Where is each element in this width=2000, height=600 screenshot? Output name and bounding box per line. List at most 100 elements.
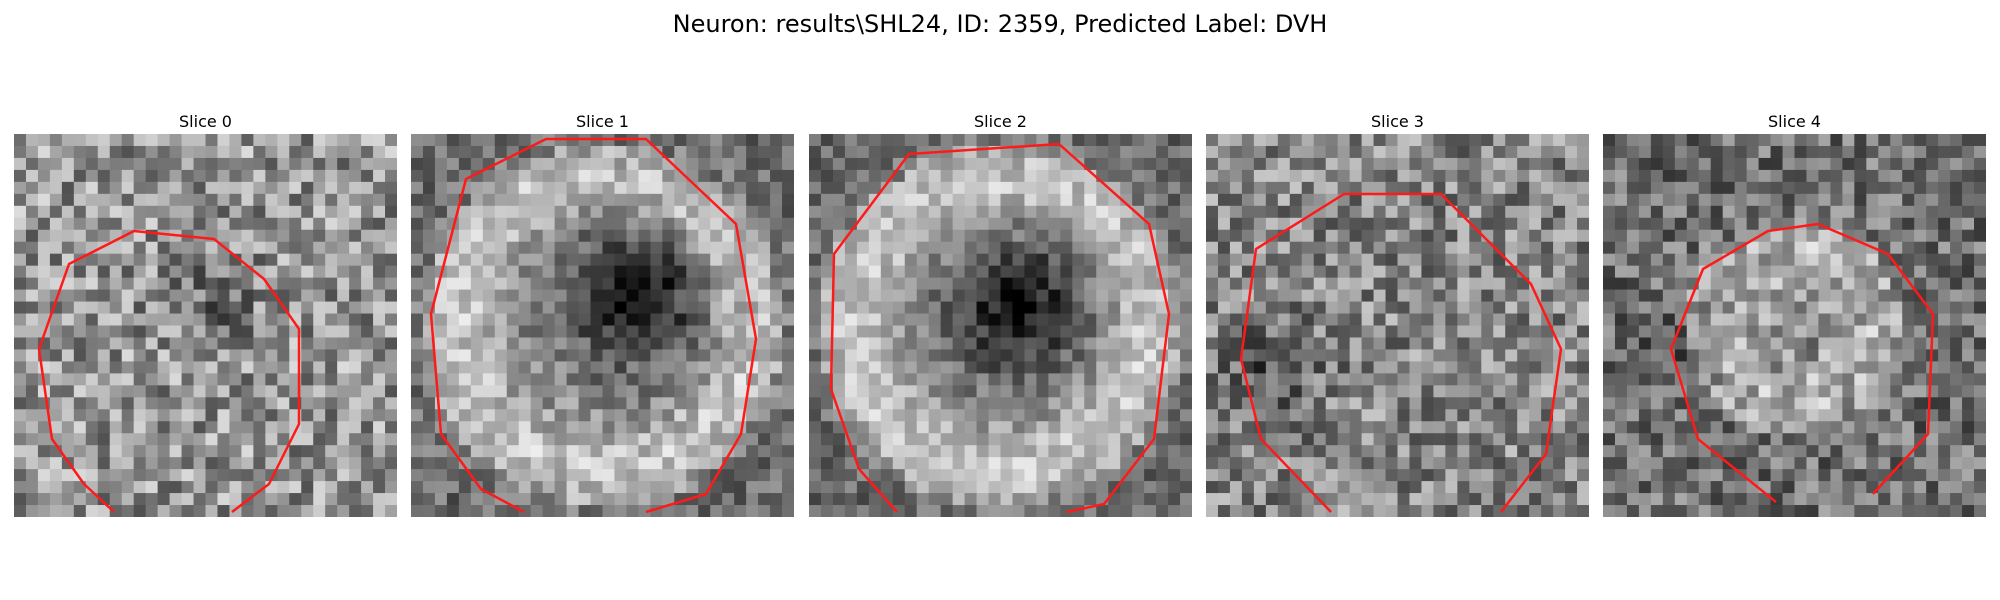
pixel-cell — [1000, 157, 1014, 171]
pixel-cell — [1337, 481, 1351, 494]
pixel-cell — [217, 193, 231, 207]
pixel-cell — [1217, 445, 1231, 458]
pixel-cell — [809, 457, 822, 470]
pixel-cell — [265, 505, 278, 517]
pixel-cell — [988, 205, 1002, 219]
pixel-cell — [674, 409, 687, 422]
pixel-cell — [1457, 325, 1470, 339]
pixel-cell — [1722, 337, 1736, 351]
pixel-cell — [470, 313, 484, 327]
pixel-cell — [928, 337, 942, 351]
pixel-cell — [1650, 433, 1664, 446]
pixel-cell — [880, 397, 894, 410]
pixel-cell — [1445, 217, 1458, 231]
pixel-cell — [1529, 241, 1542, 255]
pixel-cell — [1950, 169, 1963, 183]
pixel-cell — [746, 325, 759, 339]
pixel-cell — [722, 265, 735, 279]
pixel-cell — [109, 505, 123, 517]
pixel-cell — [1529, 349, 1542, 363]
pixel-cell — [1794, 205, 1808, 219]
pixel-cell — [1818, 337, 1832, 351]
pixel-cell — [1457, 493, 1470, 506]
pixel-cell — [169, 361, 183, 374]
pixel-cell — [988, 169, 1002, 183]
pixel-cell — [1060, 421, 1073, 434]
pixel-cell — [1493, 373, 1506, 386]
pixel-cell — [602, 457, 616, 470]
pixel-cell — [494, 301, 508, 315]
pixel-cell — [1553, 157, 1566, 171]
pixel-cell — [1156, 505, 1169, 517]
pixel-cell — [1120, 337, 1133, 351]
pixel-cell — [121, 409, 135, 422]
pixel-cell — [181, 469, 195, 482]
pixel-cell — [133, 241, 147, 255]
pixel-cell — [626, 505, 640, 517]
pixel-cell — [758, 373, 771, 386]
pixel-cell — [73, 265, 87, 279]
pixel-cell — [1337, 301, 1351, 315]
pixel-cell — [988, 337, 1002, 351]
pixel-cell — [1048, 301, 1061, 315]
pixel-cell — [411, 157, 424, 171]
pixel-cell — [1385, 373, 1399, 386]
pixel-cell — [1096, 421, 1109, 434]
pixel-cell — [25, 337, 39, 351]
pixel-cell — [614, 193, 628, 207]
pixel-cell — [614, 373, 628, 386]
pixel-cell — [1481, 157, 1494, 171]
pixel-cell — [1469, 265, 1482, 279]
pixel-cell — [758, 397, 771, 410]
pixel-cell — [1289, 253, 1303, 267]
pixel-cell — [14, 373, 27, 386]
pixel-cell — [1638, 134, 1652, 147]
pixel-cell — [1758, 253, 1772, 267]
pixel-cell — [446, 481, 460, 494]
pixel-cell — [1529, 169, 1542, 183]
pixel-cell — [1024, 205, 1038, 219]
pixel-cell — [109, 277, 123, 291]
pixel-cell — [1878, 229, 1891, 243]
pixel-cell — [698, 337, 711, 351]
pixel-cell — [1421, 265, 1435, 279]
pixel-cell — [1361, 433, 1375, 446]
pixel-cell — [530, 349, 544, 363]
pixel-cell — [1096, 134, 1109, 147]
pixel-cell — [241, 134, 254, 147]
pixel-cell — [61, 134, 75, 147]
pixel-cell — [1325, 361, 1339, 374]
pixel-cell — [1746, 397, 1760, 410]
pixel-cell — [1505, 217, 1518, 231]
pixel-cell — [337, 134, 350, 147]
pixel-cell — [25, 493, 39, 506]
pixel-cell — [916, 289, 930, 303]
pixel-cell — [1180, 373, 1192, 386]
pixel-cell — [241, 325, 254, 339]
pixel-cell — [1036, 505, 1049, 517]
pixel-cell — [217, 469, 231, 482]
pixel-cell — [758, 421, 771, 434]
pixel-cell — [1614, 421, 1628, 434]
pixel-cell — [1674, 397, 1688, 410]
contour-line — [1239, 192, 1563, 513]
pixel-cell — [530, 337, 544, 351]
pixel-cell — [121, 361, 135, 374]
pixel-cell — [518, 313, 532, 327]
pixel-cell — [1108, 349, 1121, 363]
pixel-cell — [1072, 409, 1085, 422]
pixel-cell — [1337, 505, 1351, 517]
pixel-cell — [662, 481, 675, 494]
pixel-cell — [626, 301, 640, 315]
pixel-cell — [411, 289, 424, 303]
pixel-cell — [1914, 277, 1927, 291]
pixel-cell — [1180, 349, 1192, 363]
pixel-cell — [1000, 481, 1014, 494]
pixel-cell — [1577, 325, 1589, 339]
pixel-cell — [1577, 481, 1589, 494]
pixel-cell — [325, 457, 338, 470]
pixel-cell — [1565, 169, 1578, 183]
pixel-cell — [892, 505, 906, 517]
pixel-cell — [229, 493, 243, 506]
pixel-cell — [809, 397, 822, 410]
